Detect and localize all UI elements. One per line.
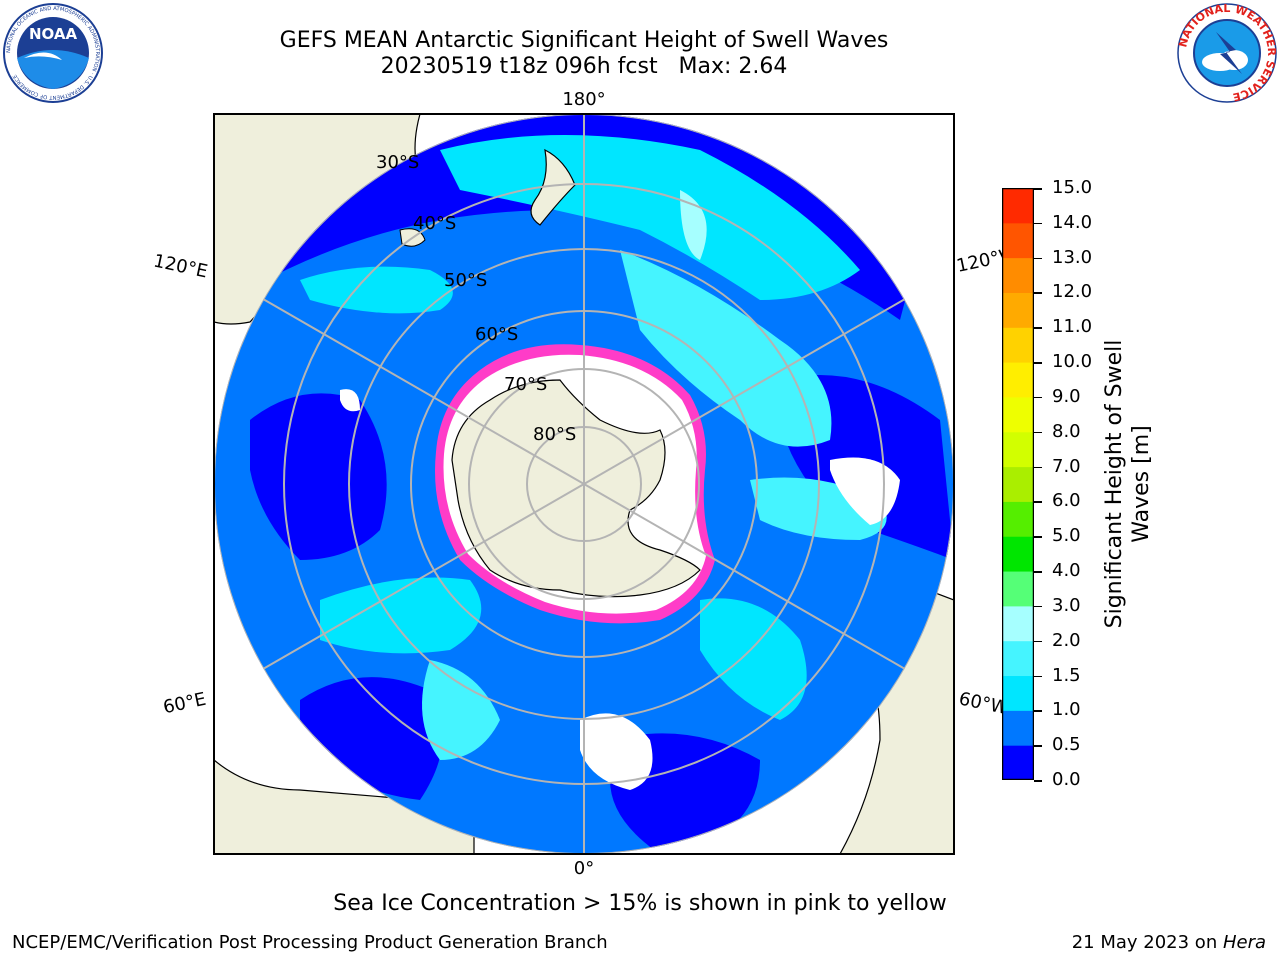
chart-title-line2: 20230519 t18z 096h fcst Max: 2.64 — [380, 54, 788, 79]
colorbar-segment — [1002, 571, 1034, 607]
colorbar-tick-label: 15.0 — [1052, 177, 1093, 198]
colorbar-tick-label: 4.0 — [1052, 560, 1081, 582]
colorbar-segment — [1002, 362, 1034, 398]
colorbar-segment — [1002, 188, 1034, 224]
lon-label-60e: 60°E — [161, 689, 208, 719]
colorbar-segment — [1002, 640, 1034, 677]
colorbar-tick-label: 0.0 — [1052, 769, 1081, 790]
lat-label-40s: 40°S — [413, 213, 456, 234]
colorbar-tick-mark — [1034, 257, 1042, 260]
colorbar-tick-mark — [1034, 605, 1042, 608]
colorbar-tick-mark — [1034, 710, 1042, 712]
colorbar-tick-label: 13.0 — [1052, 246, 1093, 268]
colorbar-tick-mark — [1034, 362, 1042, 364]
swell-mid-band-se — [700, 598, 807, 720]
chart-title-line1: GEFS MEAN Antarctic Significant Height o… — [279, 28, 889, 53]
colorbar-tick-mark — [1034, 327, 1042, 329]
colorbar-segment — [1002, 222, 1034, 259]
colorbar-segment — [1002, 257, 1034, 293]
colorbar-tick-label: 1.5 — [1052, 664, 1081, 686]
swell-low-band-north — [214, 114, 954, 320]
ice-patch-south — [580, 713, 653, 790]
swell-mid-band-south — [422, 660, 500, 760]
colorbar-segment — [1002, 396, 1034, 433]
colorbar-tick-mark — [1034, 292, 1042, 294]
lat-label-70s: 70°S — [504, 374, 547, 395]
footer-branch: NCEP/EMC/Verification Post Processing Pr… — [12, 932, 608, 953]
colorbar-segment — [1002, 327, 1034, 363]
colorbar-segment — [1002, 501, 1034, 537]
colorbar-tick-label: 7.0 — [1052, 455, 1081, 477]
colorbar-tick-label: 12.0 — [1052, 281, 1093, 303]
colorbar-segment — [1002, 466, 1034, 502]
colorbar-tick-label: 8.0 — [1052, 420, 1081, 442]
colorbar-segment — [1002, 710, 1034, 746]
colorbar-tick-label: 6.0 — [1052, 490, 1081, 512]
colorbar-tick-mark — [1034, 431, 1042, 434]
colorbar-tick-label: 3.0 — [1052, 594, 1081, 616]
sea-ice-note: Sea Ice Concentration > 15% is shown in … — [333, 891, 947, 916]
footer-host: Hera — [1222, 932, 1266, 953]
lat-label-30s: 30°S — [376, 152, 419, 173]
colorbar-tick-label: 9.0 — [1052, 385, 1081, 407]
swell-mid-band-west — [300, 266, 453, 314]
colorbar-tick-mark — [1034, 640, 1042, 643]
colorbar-segment — [1002, 675, 1034, 711]
colorbar-tick-mark — [1034, 188, 1042, 190]
colorbar-tick-mark — [1034, 396, 1042, 399]
colorbar-tick-mark — [1034, 745, 1042, 747]
noaa-logo-text: NOAA — [29, 25, 78, 43]
colorbar-tick-label: 2.0 — [1052, 629, 1081, 651]
swell-low-band-west — [250, 393, 387, 560]
colorbar-tick-label: 1.0 — [1052, 699, 1081, 721]
footer-date-text: 21 May 2023 on — [1071, 932, 1223, 953]
lon-label-0: 0° — [574, 858, 594, 879]
lat-label-50s: 50°S — [444, 270, 487, 291]
colorbar-tick-mark — [1034, 501, 1042, 503]
swell-mid-band-sw — [320, 577, 482, 654]
colorbar-tick-mark — [1034, 675, 1042, 678]
colorbar-tick-label: 14.0 — [1052, 211, 1093, 233]
nws-logo-icon: NATIONAL WEATHER SERVICE — [1176, 2, 1278, 104]
colorbar-tick-label: 10.0 — [1052, 351, 1093, 373]
ice-patch-west — [340, 389, 360, 412]
colorbar-segment — [1002, 536, 1034, 572]
colorbar-tick-mark — [1034, 222, 1042, 225]
lat-label-60s: 60°S — [475, 324, 518, 345]
colorbar-segment — [1002, 431, 1034, 468]
colorbar-tick-mark — [1034, 571, 1042, 573]
lon-label-120e: 120°E — [152, 251, 210, 283]
colorbar-label: Significant Height of Swell Waves [m] — [1102, 339, 1154, 629]
colorbar-tick-mark — [1034, 466, 1042, 469]
lat-label-80s: 80°S — [533, 424, 576, 445]
noaa-logo-icon: NOAA NATIONAL OCEANIC AND ATMOSPHERIC AD… — [3, 3, 103, 103]
colorbar-tick-mark — [1034, 780, 1042, 782]
colorbar — [1002, 188, 1034, 780]
lon-label-180: 180° — [562, 89, 605, 110]
footer-date: 21 May 2023 on Hera — [1072, 932, 1266, 954]
colorbar-tick-label: 5.0 — [1052, 525, 1081, 547]
colorbar-segment — [1002, 292, 1034, 328]
colorbar-tick-label: 11.0 — [1052, 316, 1093, 338]
colorbar-segment — [1002, 605, 1034, 642]
colorbar-tick-label: 0.5 — [1052, 734, 1081, 756]
colorbar-segment — [1002, 745, 1034, 780]
colorbar-tick-mark — [1034, 536, 1042, 538]
swell-mid-band-ne — [620, 250, 832, 447]
